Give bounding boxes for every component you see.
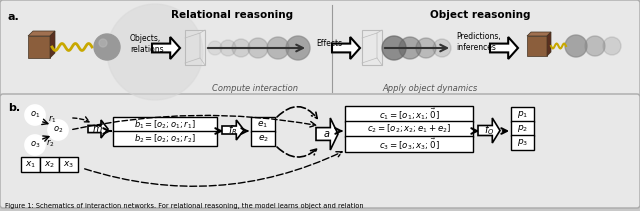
Polygon shape bbox=[316, 118, 338, 150]
Text: $m$: $m$ bbox=[92, 124, 102, 134]
Text: $e_1$: $e_1$ bbox=[257, 119, 269, 130]
Circle shape bbox=[565, 35, 587, 57]
Text: $p_2$: $p_2$ bbox=[517, 123, 528, 134]
Text: Predictions,
inferences: Predictions, inferences bbox=[456, 32, 500, 52]
Circle shape bbox=[208, 41, 222, 55]
Text: a.: a. bbox=[8, 12, 20, 22]
FancyBboxPatch shape bbox=[40, 157, 59, 172]
Polygon shape bbox=[222, 120, 244, 140]
Text: $c_3 = [o_3; x_3; \vec{0}]$: $c_3 = [o_3; x_3; \vec{0}]$ bbox=[379, 136, 439, 152]
Text: $c_1 = [o_1; x_1; \vec{0}]$: $c_1 = [o_1; x_1; \vec{0}]$ bbox=[379, 106, 439, 122]
Text: $f_O$: $f_O$ bbox=[484, 124, 494, 137]
Circle shape bbox=[585, 36, 605, 56]
FancyBboxPatch shape bbox=[251, 117, 275, 132]
Text: $x_1$: $x_1$ bbox=[25, 159, 36, 170]
Circle shape bbox=[94, 34, 120, 60]
Text: Apply object dynamics: Apply object dynamics bbox=[382, 84, 477, 93]
FancyBboxPatch shape bbox=[527, 36, 547, 56]
Text: $b_1 = [o_2; o_1; r_1]$: $b_1 = [o_2; o_1; r_1]$ bbox=[134, 118, 196, 131]
Circle shape bbox=[107, 4, 203, 100]
FancyBboxPatch shape bbox=[345, 121, 473, 137]
Text: $b_2 = [o_2; o_3; r_2]$: $b_2 = [o_2; o_3; r_2]$ bbox=[134, 132, 196, 145]
Text: $p_1$: $p_1$ bbox=[517, 109, 528, 120]
Circle shape bbox=[433, 39, 451, 57]
Text: Object reasoning: Object reasoning bbox=[429, 10, 531, 20]
Text: Figure 1: Schematics of interaction networks. For relational reasoning, the mode: Figure 1: Schematics of interaction netw… bbox=[5, 203, 364, 209]
FancyBboxPatch shape bbox=[511, 121, 534, 136]
FancyBboxPatch shape bbox=[511, 135, 534, 150]
Text: $p_3$: $p_3$ bbox=[517, 137, 528, 148]
Circle shape bbox=[399, 37, 421, 59]
Polygon shape bbox=[490, 37, 518, 59]
Text: $r_2$: $r_2$ bbox=[45, 137, 54, 149]
FancyBboxPatch shape bbox=[113, 131, 217, 146]
Circle shape bbox=[603, 37, 621, 55]
Text: Compute interaction: Compute interaction bbox=[212, 84, 298, 93]
Text: b.: b. bbox=[8, 103, 20, 113]
FancyBboxPatch shape bbox=[345, 136, 473, 152]
FancyBboxPatch shape bbox=[0, 0, 640, 97]
Polygon shape bbox=[152, 37, 180, 59]
Text: $x_3$: $x_3$ bbox=[63, 159, 74, 170]
Text: $o_3$: $o_3$ bbox=[30, 140, 40, 150]
Text: $c_2 = [o_2; x_2; e_1 + e_2]$: $c_2 = [o_2; x_2; e_1 + e_2]$ bbox=[367, 123, 451, 135]
FancyBboxPatch shape bbox=[113, 117, 217, 132]
Text: $o_1$: $o_1$ bbox=[30, 110, 40, 120]
Polygon shape bbox=[478, 118, 500, 143]
FancyBboxPatch shape bbox=[21, 157, 40, 172]
FancyBboxPatch shape bbox=[251, 131, 275, 146]
Polygon shape bbox=[88, 120, 108, 138]
Circle shape bbox=[232, 39, 250, 57]
Text: $r_1$: $r_1$ bbox=[48, 113, 56, 125]
Text: $o_2$: $o_2$ bbox=[53, 125, 63, 135]
FancyBboxPatch shape bbox=[511, 107, 534, 122]
Circle shape bbox=[382, 36, 406, 60]
Text: $f_R$: $f_R$ bbox=[228, 123, 237, 137]
Polygon shape bbox=[50, 31, 55, 58]
Text: $x_2$: $x_2$ bbox=[44, 159, 55, 170]
Polygon shape bbox=[332, 37, 360, 59]
Circle shape bbox=[25, 135, 45, 155]
Circle shape bbox=[416, 38, 436, 58]
Text: $a$: $a$ bbox=[323, 129, 331, 139]
FancyBboxPatch shape bbox=[0, 94, 640, 208]
Circle shape bbox=[286, 36, 310, 60]
FancyBboxPatch shape bbox=[59, 157, 78, 172]
Circle shape bbox=[99, 39, 107, 47]
Circle shape bbox=[267, 37, 289, 59]
Text: Relational reasoning: Relational reasoning bbox=[171, 10, 293, 20]
FancyBboxPatch shape bbox=[28, 36, 50, 58]
Circle shape bbox=[248, 38, 268, 58]
Text: $e_2$: $e_2$ bbox=[257, 133, 268, 144]
Circle shape bbox=[220, 40, 236, 56]
Polygon shape bbox=[547, 32, 551, 56]
Polygon shape bbox=[527, 32, 551, 36]
Circle shape bbox=[25, 105, 45, 125]
FancyBboxPatch shape bbox=[345, 106, 473, 122]
Text: Objects,
relations: Objects, relations bbox=[130, 34, 164, 54]
Polygon shape bbox=[28, 31, 55, 36]
Circle shape bbox=[48, 120, 68, 140]
Text: Effects: Effects bbox=[316, 39, 342, 49]
